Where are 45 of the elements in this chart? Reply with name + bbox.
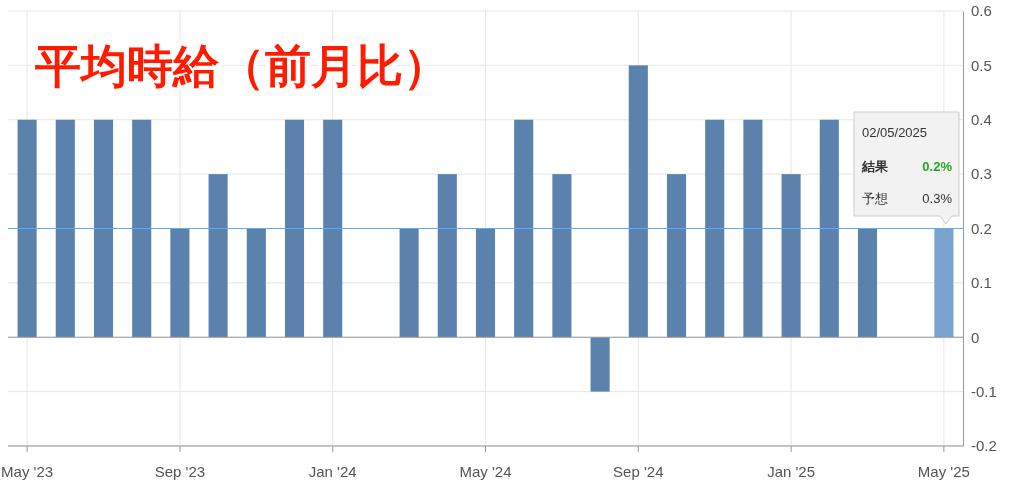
y-tick-label: 0.4 bbox=[971, 111, 992, 129]
y-tick-label: 0.5 bbox=[971, 56, 992, 74]
x-tick-label: Jan '24 bbox=[308, 462, 357, 480]
annotation: 02/05/2025 bbox=[862, 125, 928, 140]
annotation: 0.2% bbox=[922, 159, 953, 174]
text: 平均時給（前月比） bbox=[35, 40, 449, 92]
annotation: 予想 bbox=[862, 191, 888, 206]
bar bbox=[93, 119, 114, 338]
bar bbox=[666, 174, 687, 338]
x-tick-label: Sep '23 bbox=[154, 462, 206, 480]
bar bbox=[437, 174, 457, 338]
y-tick-label: 0.3 bbox=[971, 165, 992, 183]
annotation: 結果 bbox=[861, 159, 889, 174]
bar bbox=[246, 228, 266, 338]
bar bbox=[284, 119, 305, 338]
bar bbox=[399, 228, 419, 338]
y-tick-label: 0.6 bbox=[971, 2, 992, 20]
y-tick-label: -0.2 bbox=[971, 437, 997, 455]
y-tick-label: 0 bbox=[971, 328, 980, 346]
y-tick-label: 0.2 bbox=[971, 219, 992, 237]
bar bbox=[590, 337, 610, 392]
bar bbox=[743, 119, 763, 338]
bar bbox=[705, 119, 725, 338]
bar bbox=[552, 174, 572, 338]
x-tick-label: May '24 bbox=[459, 462, 512, 480]
bar bbox=[323, 119, 343, 338]
bar bbox=[208, 174, 228, 338]
x-tick-label: Sep '24 bbox=[613, 462, 664, 480]
bar bbox=[819, 119, 839, 338]
bar bbox=[934, 228, 954, 338]
x-tick-label: May '23 bbox=[1, 462, 54, 480]
bar bbox=[514, 119, 534, 338]
x-tick-label: May '25 bbox=[917, 462, 970, 480]
bar bbox=[628, 65, 648, 338]
bar bbox=[132, 119, 152, 338]
bar bbox=[475, 228, 496, 338]
bar bbox=[170, 228, 190, 338]
y-tick-label: 0.1 bbox=[971, 274, 992, 292]
x-tick-label: Jan '25 bbox=[767, 462, 816, 480]
y-tick-label: -0.1 bbox=[971, 382, 997, 400]
bar bbox=[55, 119, 75, 338]
annotation: 0.3% bbox=[922, 191, 953, 206]
bar bbox=[17, 119, 37, 338]
bar bbox=[781, 174, 801, 338]
bar bbox=[857, 228, 878, 338]
